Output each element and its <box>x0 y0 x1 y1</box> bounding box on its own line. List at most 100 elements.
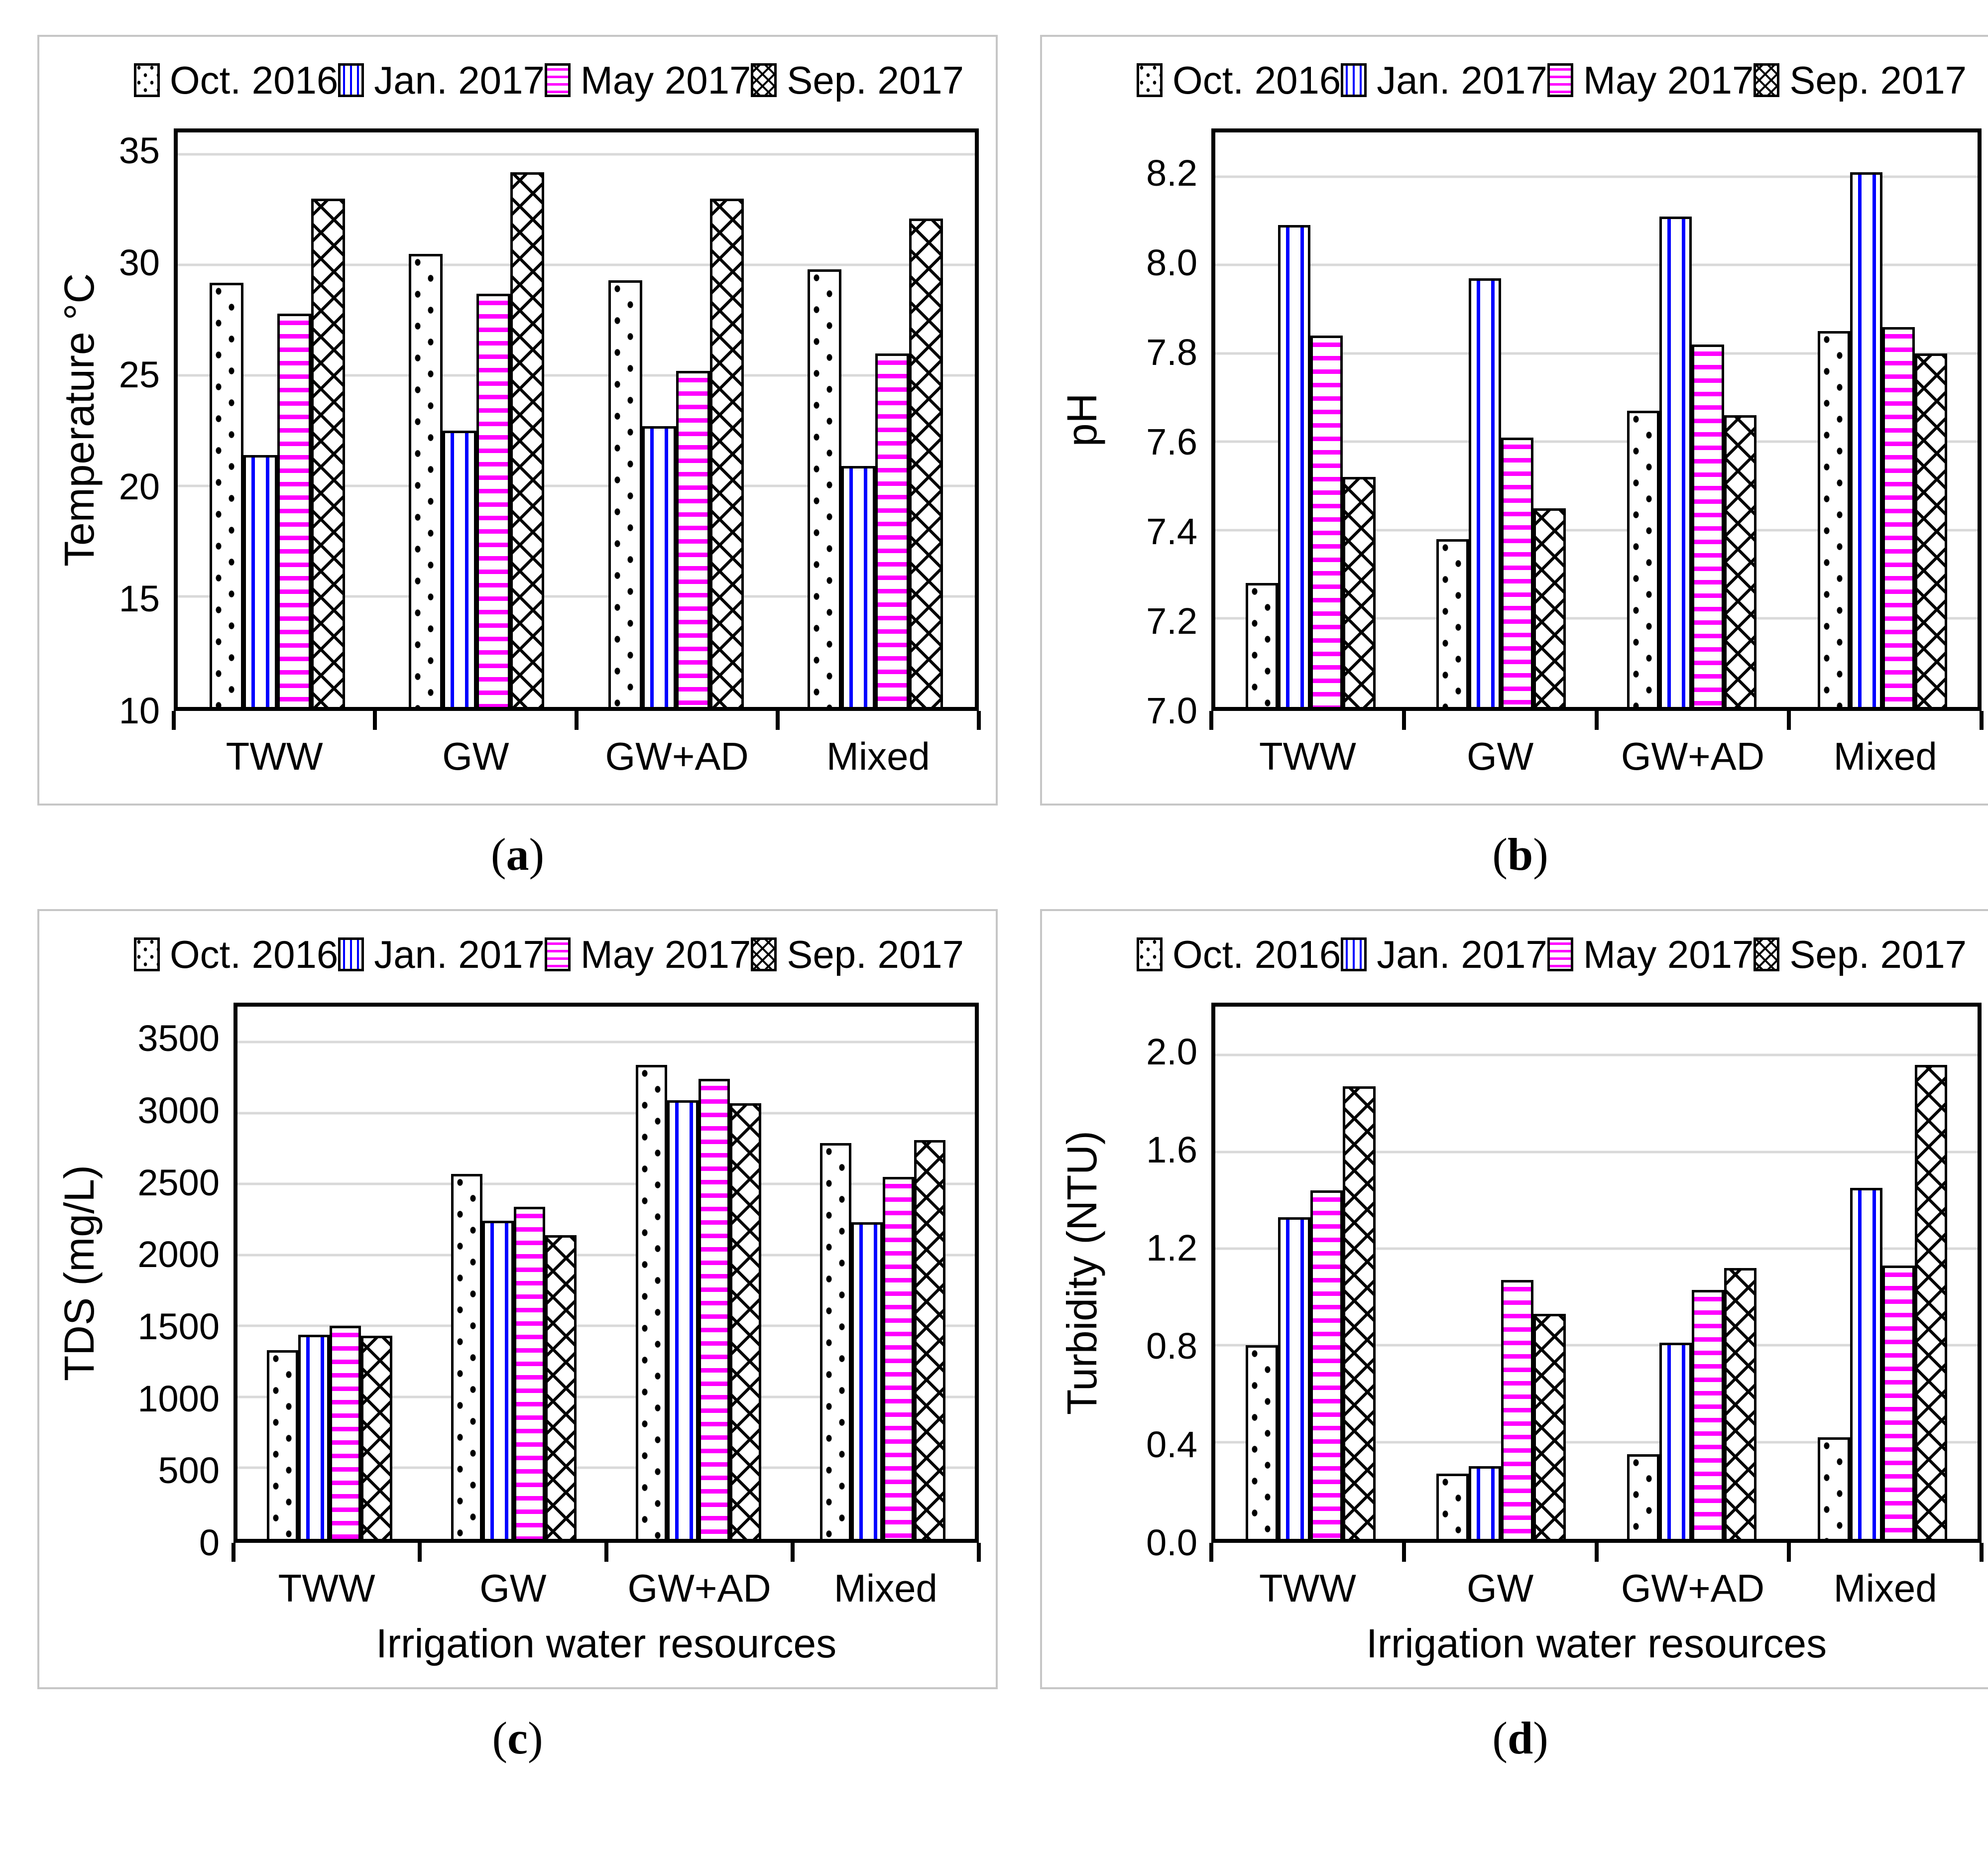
legend: Oct. 2016 Jan. 2017 May 2017 Sep. 2017 <box>1107 935 1982 974</box>
y-tick-label-3000: 3000 <box>137 1090 220 1131</box>
legend: Oct. 2016 Jan. 2017 May 2017 Sep. 2017 <box>104 935 979 974</box>
bar-mixed-oct-2016 <box>1817 1437 1850 1539</box>
x-tick-label-mixed: Mixed <box>833 1566 937 1610</box>
y-axis-title: Temperature °C <box>56 273 103 567</box>
legend-item-may-2017: May 2017 <box>544 61 751 100</box>
legend-item-oct-2016: Oct. 2016 <box>1137 935 1341 974</box>
y-tick-label-2000: 2000 <box>137 1234 220 1275</box>
legend-item-may-2017: May 2017 <box>1547 61 1754 100</box>
y-axis-title: TDS (mg/L) <box>56 1164 103 1381</box>
legend-swatch-blue-vertical-stripes <box>338 63 364 97</box>
plot-area <box>1209 1003 1984 1562</box>
x-tick-label-mixed: Mixed <box>1833 734 1937 778</box>
panel-a-frame: Oct. 2016 Jan. 2017 May 2017 Sep. 2017 Temp… <box>37 35 998 806</box>
legend-swatch-magenta-horizontal-stripes <box>1547 937 1573 971</box>
bar-tww-jan-2017 <box>1278 1217 1311 1539</box>
legend-item-jan-2017: Jan. 2017 <box>1341 935 1547 974</box>
gridline-30 <box>178 263 975 266</box>
plot-frame <box>234 1003 979 1543</box>
bar-gw-ad-may-2017 <box>698 1079 730 1539</box>
bar-mixed-sep-2017 <box>1914 1064 1947 1539</box>
y-tick-label-8-0: 8.0 <box>1146 242 1198 283</box>
x-axis-title: Irrigation water resources <box>1366 1621 1827 1666</box>
legend-item-sep-2017: Sep. 2017 <box>751 935 964 974</box>
bar-gw-ad-may-2017 <box>1691 345 1724 707</box>
legend-swatch-magenta-horizontal-stripes <box>544 63 571 97</box>
legend-label: Oct. 2016 <box>1172 58 1341 102</box>
x-axis-tick-labels: TWW GW GW+AD Mixed <box>174 711 979 790</box>
bar-gw-sep-2017 <box>1533 508 1566 707</box>
bar-mixed-may-2017 <box>1882 327 1915 707</box>
plot-frame <box>1211 128 1982 711</box>
gridline-1000 <box>237 1395 975 1398</box>
x-tick-label-gw-ad: GW+AD <box>627 1566 771 1610</box>
caption-part: ( <box>1492 829 1508 880</box>
gridline-3500 <box>237 1041 975 1043</box>
y-tick-label-30: 30 <box>118 242 160 283</box>
x-axis-tick <box>977 711 981 730</box>
bar-tww-oct-2016 <box>267 1350 299 1539</box>
legend-swatch-black-dots <box>1137 937 1163 971</box>
y-tick-label-0-8: 0.8 <box>1146 1325 1198 1367</box>
bar-mixed-sep-2017 <box>909 219 943 707</box>
gridline-0-4 <box>1215 1441 1978 1444</box>
panel-d: Oct. 2016 Jan. 2017 May 2017 Sep. 2017 Turb… <box>1040 909 1988 1793</box>
gridline-7-2 <box>1215 617 1978 620</box>
panel-caption-d: (d) <box>1040 1715 1988 1761</box>
bar-gw-jan-2017 <box>1469 278 1502 707</box>
bar-gw-ad-sep-2017 <box>1724 1268 1757 1539</box>
plot-column: TWW GW GW+AD Mixed Irrigation water resourc… <box>1209 1003 1984 1673</box>
y-tick-label-7-4: 7.4 <box>1146 511 1198 552</box>
x-axis-tick <box>373 711 377 730</box>
gridline-7-8 <box>1215 352 1978 355</box>
legend-item-may-2017: May 2017 <box>1547 935 1754 974</box>
legend-swatch-black-crosshatch <box>1754 937 1780 971</box>
y-tick-label-15: 15 <box>118 578 160 619</box>
legend-item-oct-2016: Oct. 2016 <box>134 61 338 100</box>
y-tick-label-25: 25 <box>118 354 160 395</box>
y-tick-label-2-0: 2.0 <box>1146 1031 1198 1072</box>
x-tick-label-mixed: Mixed <box>1833 1566 1937 1610</box>
caption-part: ) <box>529 829 545 880</box>
panel-caption-b: (b) <box>1040 831 1988 877</box>
x-axis-tick-labels: TWW GW GW+AD Mixed <box>234 1543 979 1622</box>
bar-tww-may-2017 <box>1310 1190 1343 1539</box>
legend-item-oct-2016: Oct. 2016 <box>134 935 338 974</box>
x-axis-tick <box>775 711 780 730</box>
bar-gw-sep-2017 <box>545 1235 577 1539</box>
panel-b: Oct. 2016 Jan. 2017 May 2017 Sep. 2017 pH 7… <box>1040 35 1988 909</box>
bar-gw-ad-jan-2017 <box>642 426 676 707</box>
legend-item-jan-2017: Jan. 2017 <box>338 935 545 974</box>
bar-gw-ad-may-2017 <box>1691 1289 1724 1539</box>
caption-part: ) <box>1533 829 1548 880</box>
bar-gw-oct-2016 <box>1436 1473 1469 1539</box>
bar-mixed-oct-2016 <box>807 269 841 707</box>
x-tick-label-gw: GW <box>1467 734 1534 778</box>
gridline-7-4 <box>1215 529 1978 532</box>
x-tick-label-gw-ad: GW+AD <box>1621 734 1765 778</box>
bar-tww-oct-2016 <box>1246 583 1279 707</box>
y-tick-label-500: 500 <box>158 1450 220 1492</box>
bar-gw-ad-oct-2016 <box>1627 411 1659 707</box>
bar-mixed-sep-2017 <box>1914 353 1947 707</box>
bar-gw-ad-sep-2017 <box>1724 415 1757 707</box>
plot-area <box>232 1003 981 1562</box>
x-axis-tick <box>1594 711 1599 730</box>
bar-mixed-jan-2017 <box>841 466 875 707</box>
y-axis-tick-labels: 0 500 1000 1500 2000 2500 3000 3500 <box>109 1003 234 1561</box>
x-axis-tick <box>1980 1543 1984 1562</box>
figure-grid: Oct. 2016 Jan. 2017 May 2017 Sep. 2017 Temp… <box>37 35 1988 1793</box>
x-axis-tick <box>1787 711 1791 730</box>
bar-gw-jan-2017 <box>482 1221 514 1539</box>
x-axis-tick <box>574 711 579 730</box>
bar-gw-sep-2017 <box>1533 1314 1566 1539</box>
panel-c-frame: Oct. 2016 Jan. 2017 May 2017 Sep. 2017 TDS … <box>37 909 998 1689</box>
y-tick-label-3500: 3500 <box>137 1018 220 1059</box>
legend-label: Sep. 2017 <box>1789 58 1967 102</box>
x-axis-tick <box>172 711 176 730</box>
plot-column: TWW GW GW+AD Mixed <box>172 128 981 790</box>
bar-mixed-jan-2017 <box>1850 1188 1882 1539</box>
bar-mixed-may-2017 <box>875 353 909 707</box>
x-axis-tick <box>418 1543 422 1562</box>
caption-part: a <box>506 829 529 880</box>
